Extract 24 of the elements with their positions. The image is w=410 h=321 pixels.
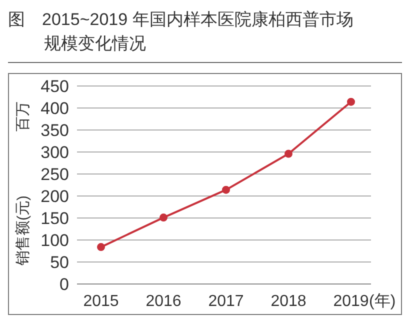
point xyxy=(347,98,355,106)
x-tick-label: 2018 xyxy=(270,293,306,310)
x-tick-label: 2016 xyxy=(146,293,182,310)
y-tick-label: 300 xyxy=(40,143,69,162)
y-tick-label: 350 xyxy=(40,121,69,140)
y-tick-label: 50 xyxy=(50,253,69,272)
point xyxy=(222,186,230,194)
point xyxy=(97,243,105,252)
y-tick-label: 150 xyxy=(40,209,69,228)
y-tick-label: 400 xyxy=(40,99,69,118)
y-tick-label: 250 xyxy=(40,165,69,184)
chart-title: 图 2015~2019 年国内样本医院康柏西普市场规模变化情况 xyxy=(8,9,354,55)
point xyxy=(160,214,168,222)
x-axis-title: (年) xyxy=(369,293,396,310)
x-tick-label: 2019 xyxy=(333,293,369,310)
x-tick-label: 2015 xyxy=(83,293,119,310)
y-axis-title: 销售额(元) xyxy=(14,195,32,265)
y-tick-label: 450 xyxy=(40,77,69,96)
point xyxy=(284,150,292,158)
y-tick-label: 100 xyxy=(40,231,69,250)
x-tick-label: 2017 xyxy=(208,293,244,310)
y-tick-label: 200 xyxy=(40,187,69,206)
y-tick-label: 0 xyxy=(60,275,69,294)
text: 百万 xyxy=(14,101,32,131)
